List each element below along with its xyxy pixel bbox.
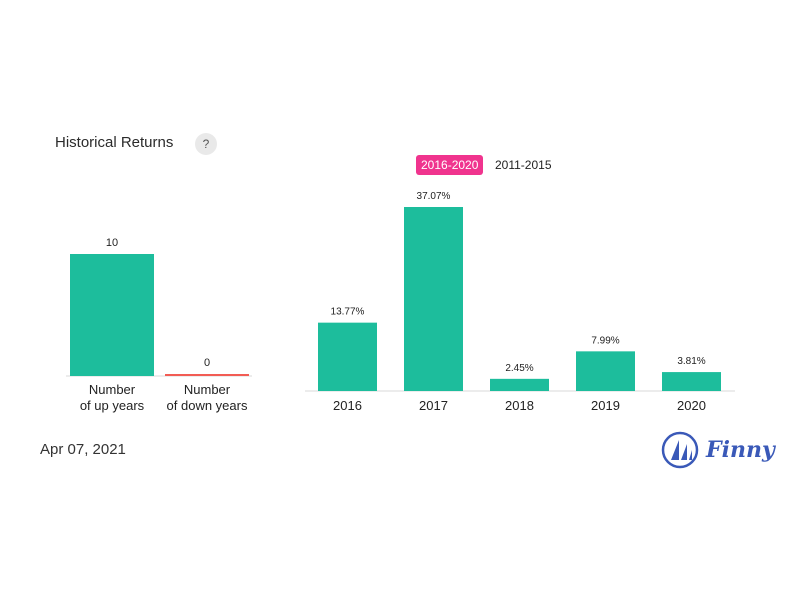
data-label: 7.99% (591, 335, 619, 346)
category-label: of down years (167, 398, 248, 413)
tick-label: 2020 (677, 398, 706, 413)
data-label: 3.81% (677, 356, 705, 367)
bar-down-years (165, 374, 249, 376)
tick-label: 2018 (505, 398, 534, 413)
brand-name: Finny (706, 437, 775, 463)
data-label: 37.07% (417, 191, 451, 202)
tick-label: 2017 (419, 398, 448, 413)
bar-up-years (70, 254, 154, 376)
chart-title: Historical Returns (55, 134, 174, 151)
data-label: 13.77% (331, 307, 365, 318)
data-label: 10 (106, 237, 118, 249)
tick-label: 2019 (591, 398, 620, 413)
bar-2017 (404, 207, 463, 391)
tab-2016-2020[interactable]: 2016-2020 (416, 155, 484, 175)
bar-2020 (662, 372, 721, 391)
tick-label: 2016 (333, 398, 362, 413)
sailboat-icon (661, 431, 699, 469)
category-label: Number (89, 382, 136, 397)
category-label: Number (184, 382, 231, 397)
tab-2011-2015[interactable]: 2011-2015 (495, 158, 552, 172)
bar-2019 (576, 351, 635, 391)
category-label: of up years (80, 398, 145, 413)
data-label: 0 (204, 357, 210, 369)
data-label: 2.45% (505, 363, 533, 374)
as-of-date: Apr 07, 2021 (40, 441, 126, 458)
help-icon[interactable]: ? (195, 133, 217, 155)
bar-2018 (490, 378, 549, 391)
bar-2016 (318, 322, 377, 391)
